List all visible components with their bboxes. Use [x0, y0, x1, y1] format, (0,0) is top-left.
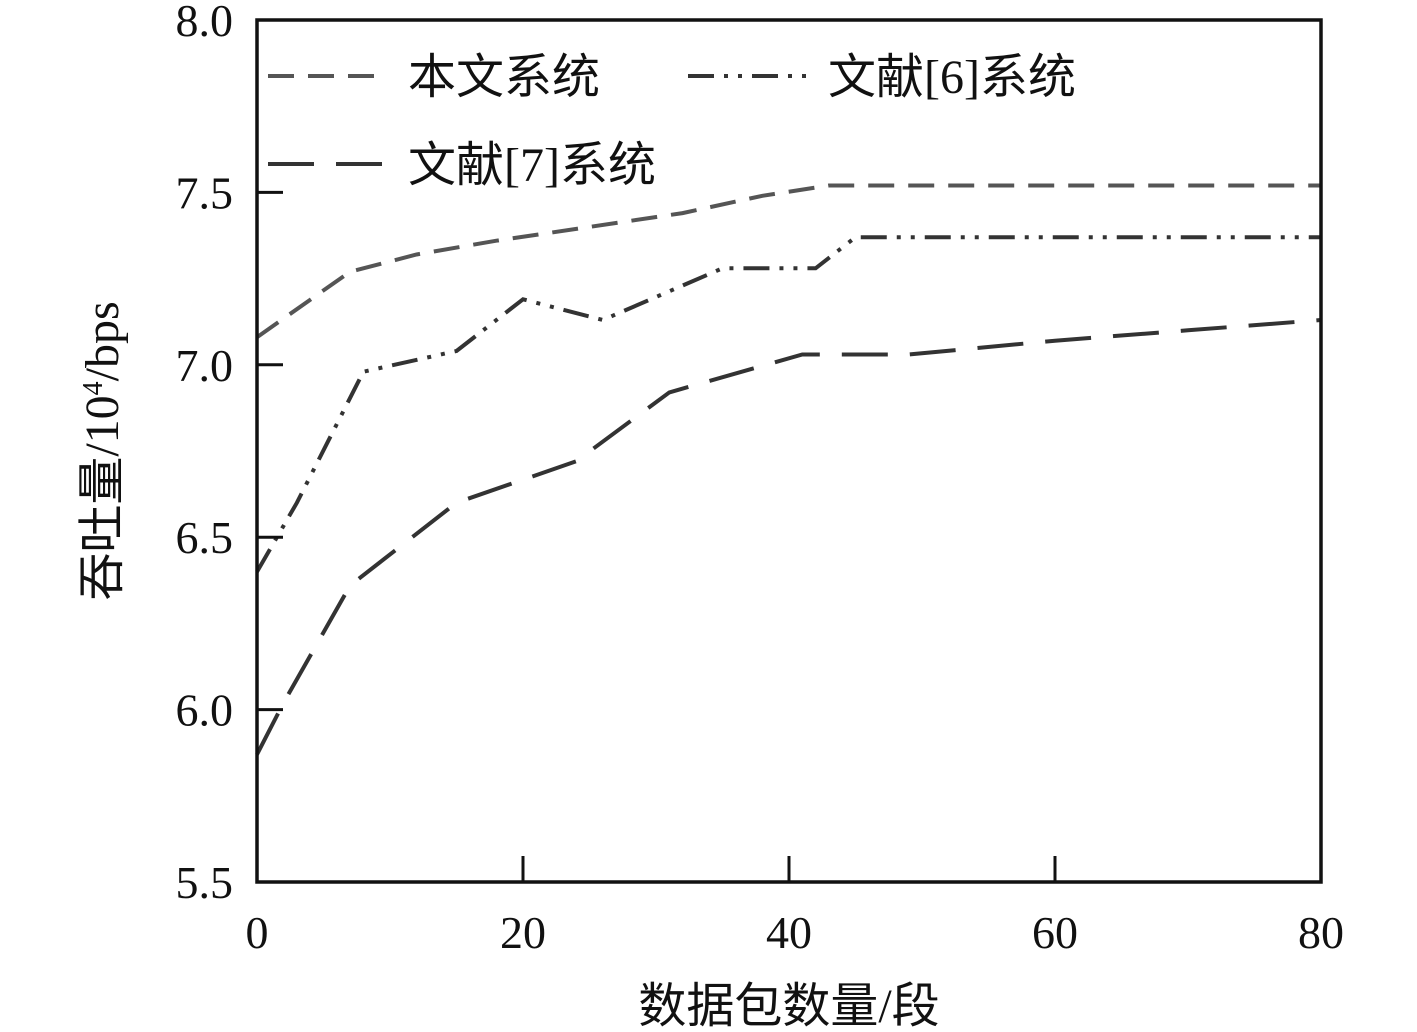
- y-tick-label: 6.0: [176, 685, 234, 736]
- x-tick-label: 40: [766, 907, 812, 958]
- series-line-1: [255, 183, 1321, 339]
- y-tick-label: 7.5: [176, 167, 234, 218]
- y-tick-label: 8.0: [176, 0, 234, 46]
- y-tick-label: 7.0: [176, 340, 234, 391]
- y-axis-title: 吞吐量/104/bps: [76, 301, 129, 600]
- series-line-3: [255, 318, 1322, 756]
- y-tick-label: 5.5: [176, 857, 234, 908]
- y-tick-label: 6.5: [176, 512, 234, 563]
- axis-ticks: 0 20 40 60 80 5.5 6.0 6.5 7.0 7.5 8.0: [176, 0, 1345, 958]
- legend-label-2: 文献[6]系统: [828, 51, 1076, 104]
- x-tick-label: 80: [1298, 907, 1344, 958]
- series-line-2: [255, 235, 1321, 573]
- y-axis-title-superscript: 4: [78, 381, 109, 395]
- y-axis-title-main: 吞吐量/10: [76, 395, 129, 600]
- y-axis-title-unit: /bps: [76, 301, 129, 381]
- x-tick-label: 0: [246, 907, 269, 958]
- legend-label-1: 本文系统: [408, 51, 600, 104]
- x-tick-label: 60: [1032, 907, 1078, 958]
- series-layer: [255, 183, 1322, 756]
- x-axis-title: 数据包数量/段: [638, 980, 939, 1032]
- legend-label-3: 文献[7]系统: [408, 139, 656, 192]
- x-tick-label: 20: [500, 907, 546, 958]
